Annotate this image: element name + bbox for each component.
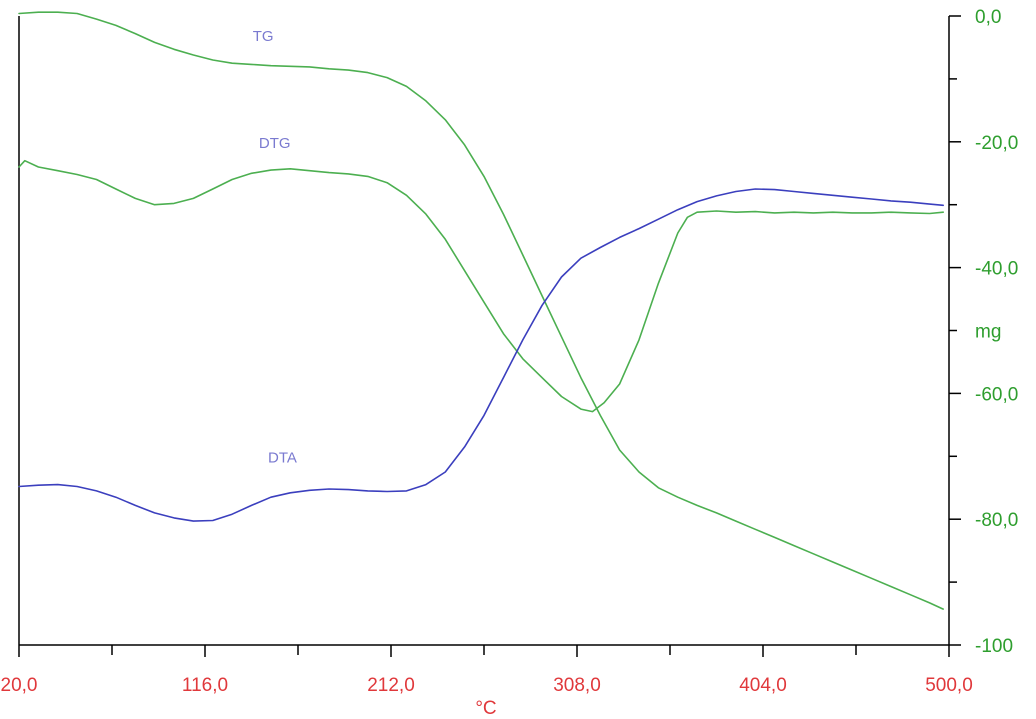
x-tick-label: 308,0 [553,675,601,696]
x-tick-label: 404,0 [739,675,787,696]
series-group [18,11,945,610]
y-tick-label: 0,0 [975,7,1001,28]
labels: 20,0 116,0 212,0 308,0 404,0 500,0 0,0 -20,0 -40… [1,7,1019,719]
y-tick-label: -80,0 [975,510,1018,531]
axes [18,15,961,657]
y-tick-label: -100 [975,636,1013,657]
y-tick-label: -20,0 [975,133,1018,154]
series-label-tg: TG [253,28,274,45]
series-line-tg [18,11,945,610]
y-axis-title: mg [975,322,1001,343]
series-line-dtg [18,159,945,413]
series-label-dta: DTA [268,450,297,467]
x-tick-label: 212,0 [367,675,415,696]
series-line-dta [18,188,945,522]
y-tick-label: -60,0 [975,384,1018,405]
x-tick-label: 500,0 [925,675,973,696]
y-tick-label: -40,0 [975,259,1018,280]
x-tick-label: 116,0 [182,675,228,696]
x-tick-label: 20,0 [1,675,38,696]
x-axis-title: °C [475,698,496,719]
series-label-dtg: DTG [259,135,291,152]
